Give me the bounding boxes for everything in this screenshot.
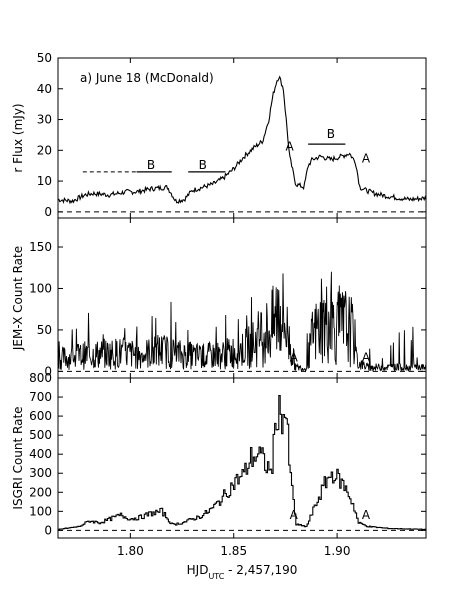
y-tick-label: 200 [29, 485, 52, 499]
y-tick-label: 30 [37, 113, 52, 127]
y-tick-label: 50 [37, 323, 52, 337]
y-tick-label: 400 [29, 447, 52, 461]
y-tick-label: 0 [44, 364, 52, 378]
panel-label: a) June 18 (McDonald) [80, 71, 214, 85]
y-tick-label: 50 [37, 51, 52, 65]
x-axis-label-sub: UTC [208, 572, 224, 581]
y-tick-label: 600 [29, 409, 52, 423]
y-tick-label: 100 [29, 504, 52, 518]
x-axis-label-main: HJD [187, 563, 209, 577]
x-tick-label: 1.80 [117, 544, 144, 558]
series-line [57, 75, 427, 205]
annotation-label: A [362, 152, 371, 166]
x-tick-label: 1.85 [220, 544, 247, 558]
y-tick-label: 150 [29, 240, 52, 254]
annotation-label: B [147, 158, 155, 172]
y-tick-label: 0 [44, 205, 52, 219]
y-tick-label: 0 [44, 523, 52, 537]
y-tick-label: 100 [29, 281, 52, 295]
y-tick-label: 10 [37, 174, 52, 188]
panel-r-flux: 0 10 20 30 40 50 r Flux (mJy) B B B A Aa) June 18 (… [11, 51, 427, 219]
y-tick-label: 300 [29, 466, 52, 480]
y-tick-label: 40 [37, 82, 52, 96]
panel-jemx: 0 50 100 150 JEM-X Count Rate A A [11, 217, 427, 379]
y-tick-label: 500 [29, 428, 52, 442]
y-axis-label: r Flux (mJy) [11, 103, 25, 172]
annotation-label: A [290, 350, 299, 364]
y-tick-label: 20 [37, 143, 52, 157]
x-axis-label-suffix: - 2,457,190 [224, 563, 297, 577]
annotation-label: B [199, 158, 207, 172]
x-tick-label: 1.90 [324, 544, 351, 558]
annotation-label: A [362, 508, 371, 522]
x-axis-label: HJDUTC - 2,457,190 [187, 563, 298, 581]
y-axis-label: JEM-X Count Rate [11, 246, 25, 351]
annotation-label: A [362, 350, 371, 364]
annotation-label: A [290, 508, 299, 522]
y-tick-label: 700 [29, 390, 52, 404]
series-line [57, 271, 427, 373]
y-tick-label: 800 [29, 371, 52, 385]
annotation-label: B [327, 127, 335, 141]
x-axis: HJDUTC - 2,457,190 1.80 1.85 1.90 [117, 544, 350, 581]
plot-frame [57, 377, 427, 539]
series-line [58, 395, 427, 530]
y-axis-label: ISGRI Count Rate [11, 406, 25, 509]
annotation-label: A [285, 139, 294, 153]
panel-isgri: 0 100 200 300 400 500 600 700 800 ISGRI Count Rat… [11, 371, 427, 539]
